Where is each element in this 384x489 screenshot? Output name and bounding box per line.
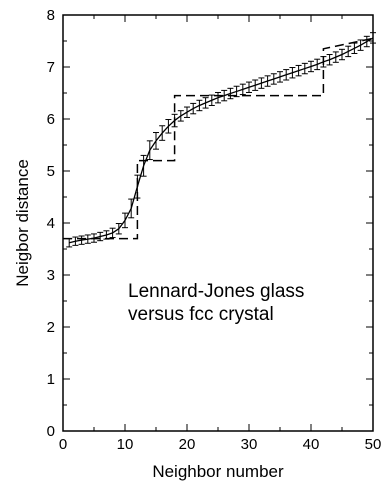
x-tick-label: 50 xyxy=(365,436,382,453)
error-bar xyxy=(202,97,209,109)
y-tick-label: 7 xyxy=(47,59,55,76)
error-bar xyxy=(363,35,370,48)
error-bar xyxy=(91,233,97,243)
x-axis-label: Neighbor number xyxy=(152,462,284,481)
error-bar xyxy=(215,91,221,104)
error-bar xyxy=(134,174,141,199)
error-bar xyxy=(326,54,333,66)
error-bar xyxy=(295,64,302,77)
error-bar xyxy=(72,236,79,246)
error-bar xyxy=(357,39,364,51)
error-bar xyxy=(196,99,203,112)
error-bar xyxy=(84,234,91,244)
error-bar xyxy=(115,223,122,235)
error-bar xyxy=(208,94,215,106)
error-bar xyxy=(264,75,271,87)
y-tick-label: 8 xyxy=(47,7,55,24)
error-bar xyxy=(270,73,277,85)
error-bar xyxy=(190,102,197,115)
error-bar xyxy=(122,212,128,229)
error-bar xyxy=(351,42,358,54)
error-bar xyxy=(239,83,246,96)
error-bar xyxy=(227,87,234,100)
y-tick-label: 3 xyxy=(47,267,55,284)
error-bar xyxy=(301,62,308,75)
y-tick-label: 4 xyxy=(47,215,55,232)
x-tick-label: 10 xyxy=(117,436,134,453)
error-bar xyxy=(153,132,159,150)
x-tick-label: 0 xyxy=(59,436,67,453)
tick-labels: 0 10 20 30 40 50 0 1 2 3 4 5 6 7 8 xyxy=(47,7,382,453)
x-tick-label: 20 xyxy=(179,436,196,453)
annotation-line-2: versus fcc crystal xyxy=(128,304,274,325)
error-bar xyxy=(78,235,85,245)
error-bar xyxy=(109,227,116,239)
annotation-line-1: Lennard-Jones glass xyxy=(128,281,304,302)
series-line-glass xyxy=(69,37,374,244)
y-axis-label: Neigbor distance xyxy=(13,159,32,287)
error-bar xyxy=(146,140,153,161)
series-line-fcc xyxy=(63,37,374,240)
error-bar xyxy=(277,71,283,83)
error-bar xyxy=(66,238,73,248)
y-tick-label: 6 xyxy=(47,111,55,128)
y-tick-label: 1 xyxy=(47,371,55,388)
error-bar xyxy=(320,56,327,68)
error-bar xyxy=(258,77,265,89)
error-bar xyxy=(177,110,184,122)
error-bar xyxy=(171,113,178,128)
error-bar xyxy=(289,67,296,79)
error-bar xyxy=(97,231,104,242)
x-tick-label: 30 xyxy=(241,436,258,453)
error-bar xyxy=(165,119,172,134)
error-bar xyxy=(221,89,228,102)
error-bar xyxy=(103,230,110,240)
series-layer xyxy=(63,32,376,248)
plot-frame xyxy=(62,14,374,432)
error-bar xyxy=(339,48,345,61)
x-tick-label: 40 xyxy=(303,436,320,453)
error-bar xyxy=(314,58,321,71)
axis-ticks xyxy=(62,14,374,432)
y-tick-label: 2 xyxy=(47,319,55,336)
error-bar xyxy=(332,51,339,63)
error-bar xyxy=(345,45,352,58)
error-bar xyxy=(252,79,259,91)
error-bar xyxy=(159,125,166,141)
error-bar xyxy=(128,198,135,219)
error-bar xyxy=(283,69,290,81)
error-bar xyxy=(246,81,252,93)
error-bar xyxy=(233,85,240,98)
error-bar xyxy=(140,154,147,177)
y-tick-label: 5 xyxy=(47,163,55,180)
error-bar xyxy=(308,60,314,73)
error-bar xyxy=(184,106,190,118)
y-tick-label: 0 xyxy=(47,423,55,440)
